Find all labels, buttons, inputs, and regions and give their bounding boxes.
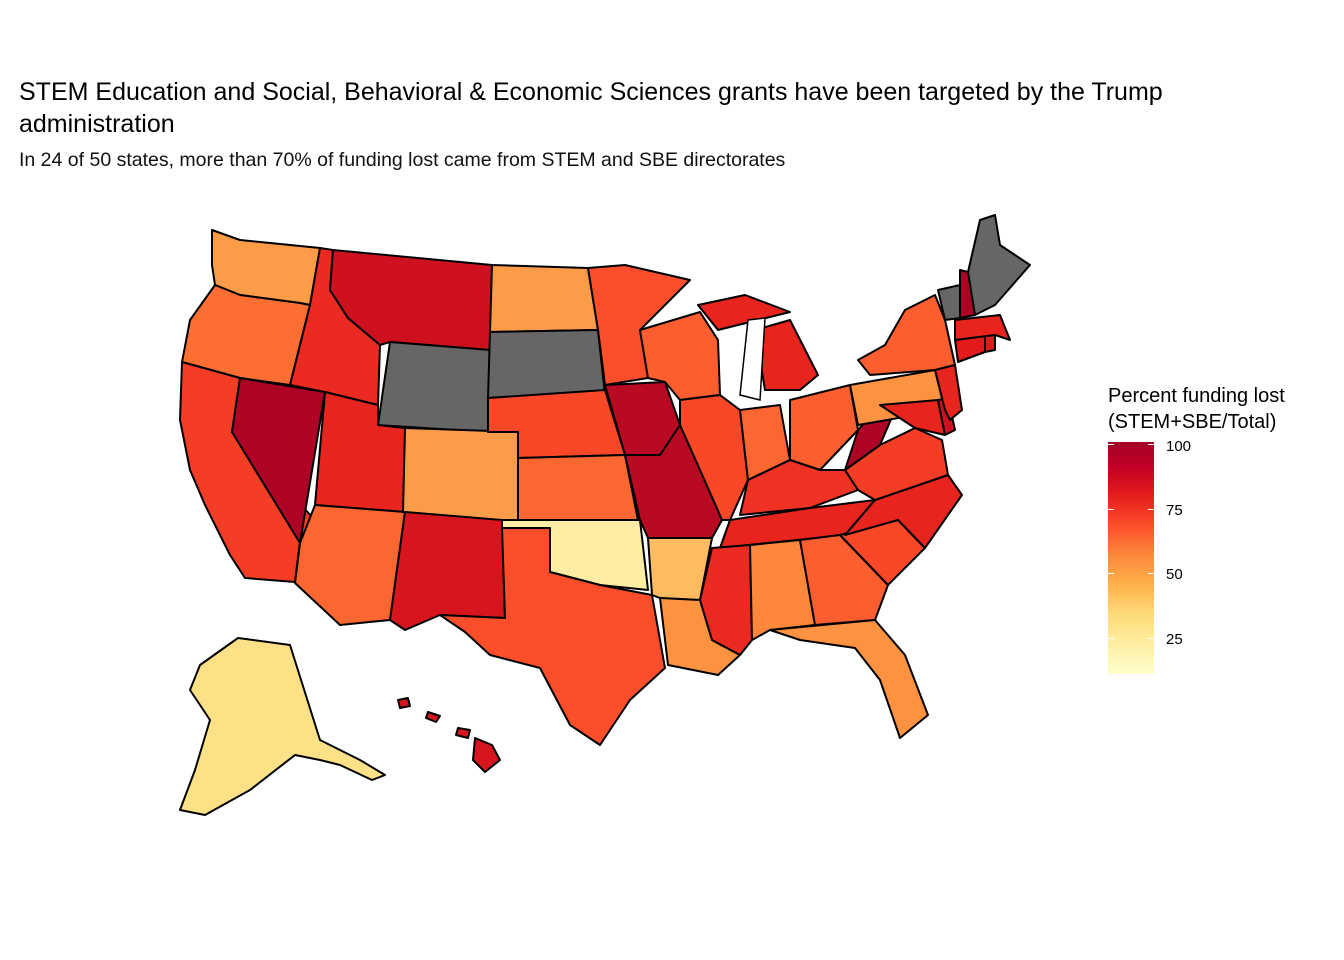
legend-tick-mark bbox=[1108, 573, 1114, 574]
state-new-jersey bbox=[934, 364, 963, 421]
legend-tick-mark bbox=[1148, 444, 1154, 445]
legend-tick-label: 50 bbox=[1166, 566, 1183, 583]
state-new-york bbox=[857, 294, 956, 376]
legend-tick-mark bbox=[1148, 573, 1154, 574]
state-florida bbox=[769, 619, 929, 739]
state-rhode-island bbox=[984, 334, 996, 353]
state-hawaii-island bbox=[425, 711, 441, 723]
legend-tick-mark bbox=[1148, 509, 1154, 510]
legend-tick-mark bbox=[1108, 509, 1114, 510]
legend-tick-label: 25 bbox=[1166, 631, 1183, 648]
state-virginia bbox=[844, 427, 949, 501]
state-texas bbox=[439, 527, 666, 746]
legend-color-bar bbox=[1108, 442, 1154, 674]
legend-tick-label: 100 bbox=[1166, 438, 1192, 455]
state-north-dakota bbox=[489, 264, 599, 333]
legend-tick-mark bbox=[1148, 638, 1154, 639]
state-hawaii-island bbox=[455, 727, 471, 739]
state-maine bbox=[967, 214, 1031, 316]
map-title: STEM Education and Social, Behavioral & … bbox=[19, 78, 1163, 138]
state-wyoming bbox=[377, 341, 491, 433]
state-south-dakota bbox=[487, 329, 606, 399]
state-kansas bbox=[517, 454, 639, 523]
state-alaska bbox=[179, 637, 386, 816]
state-hawaii-island bbox=[397, 697, 411, 709]
state-colorado bbox=[402, 427, 519, 523]
state-georgia bbox=[799, 534, 889, 626]
state-michigan bbox=[754, 319, 819, 391]
legend-title: Percent funding lost (STEM+SBE/Total) bbox=[1108, 385, 1285, 433]
state-ohio bbox=[789, 384, 859, 471]
lake-michigan bbox=[739, 317, 766, 401]
legend-tick-mark bbox=[1108, 638, 1114, 639]
state-massachusetts bbox=[954, 314, 1011, 341]
map-subtitle: In 24 of 50 states, more than 70% of fun… bbox=[19, 149, 786, 171]
state-michigan bbox=[697, 294, 791, 331]
state-new-mexico bbox=[389, 511, 506, 631]
state-arizona bbox=[294, 504, 406, 626]
legend-tick-label: 75 bbox=[1166, 502, 1183, 519]
legend-tick-mark bbox=[1108, 444, 1114, 445]
state-hawaii bbox=[472, 737, 501, 773]
